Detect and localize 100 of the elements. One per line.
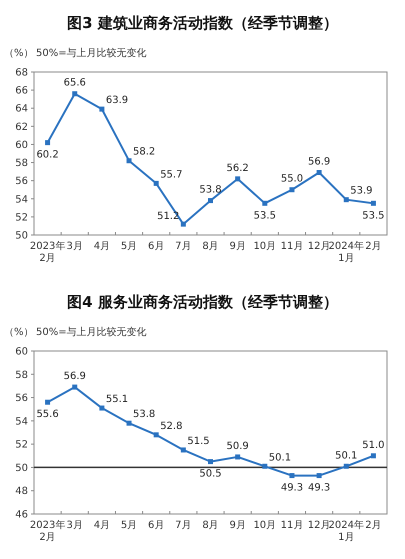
data-label: 51.0 (362, 440, 385, 451)
chart-title: 图4 服务业商务活动指数（经季节调整） (67, 293, 338, 311)
y-tick-label: 58 (15, 370, 28, 381)
x-tick-label: 9月 (229, 520, 246, 531)
y-tick-label: 50 (15, 462, 28, 474)
data-label: 56.9 (64, 371, 86, 382)
y-tick-label: 66 (15, 86, 28, 97)
y-axis-title: （%） (4, 48, 34, 59)
y-tick-label: 50 (15, 230, 28, 242)
x-tick-label: 2024年 1月 (328, 240, 364, 264)
x-tick-label: 3月 (66, 241, 83, 252)
data-label: 58.2 (133, 146, 156, 158)
data-label: 55.7 (160, 169, 182, 180)
point (45, 400, 50, 405)
data-label: 53.5 (362, 210, 385, 222)
x-tick-label: 11月 (280, 241, 304, 252)
data-label: 51.2 (157, 211, 180, 222)
point (126, 420, 132, 426)
y-tick-label: 62 (15, 122, 28, 133)
y-tick-label: 56 (15, 176, 28, 188)
data-label: 55.6 (36, 409, 59, 420)
data-label: 55.1 (106, 394, 128, 406)
data-label: 50.5 (199, 468, 222, 480)
point (180, 447, 186, 452)
data-label: 49.3 (308, 482, 330, 494)
chart-title: 图3 建筑业商务活动指数（经季节调整） (67, 14, 338, 32)
point (262, 464, 268, 469)
y-tick-label: 56 (15, 393, 28, 404)
data-label: 52.8 (160, 420, 182, 432)
y-tick-label: 68 (15, 68, 28, 78)
data-label: 56.9 (308, 156, 330, 168)
y-tick-label: 48 (15, 486, 28, 498)
x-tick-label: 8月 (202, 520, 219, 531)
x-tick-label: 10月 (253, 520, 276, 531)
point (208, 459, 213, 464)
data-label: 56.2 (226, 162, 249, 174)
point (154, 180, 159, 186)
point (289, 473, 294, 478)
point (208, 198, 213, 204)
point (370, 453, 376, 458)
y-tick-label: 54 (15, 416, 28, 428)
data-label: 53.9 (350, 186, 373, 197)
x-tick-label: 2024年 1月 (328, 519, 364, 543)
point (370, 200, 376, 206)
x-tick-label: 6月 (148, 520, 164, 531)
y-tick-label: 60 (15, 140, 28, 151)
data-label: 53.5 (254, 210, 276, 222)
point (99, 406, 104, 411)
x-tick-label: 6月 (148, 241, 164, 252)
x-tick-label: 7月 (175, 241, 192, 252)
point (99, 106, 104, 112)
x-tick-label: 2023年 2月 (30, 240, 66, 264)
y-axis-title: （%） (4, 327, 34, 338)
point (344, 464, 349, 469)
point (316, 473, 322, 478)
y-tick-label: 52 (15, 212, 28, 224)
y-tick-label: 64 (15, 104, 28, 115)
data-label: 50.1 (335, 450, 358, 462)
data-label: 50.9 (226, 440, 249, 452)
x-tick-label: 5月 (120, 520, 138, 531)
x-tick-label: 5月 (120, 241, 138, 252)
point (180, 222, 186, 227)
x-tick-label: 12月 (308, 520, 330, 531)
chart-subtitle: 50%=与上月比较无变化 (36, 47, 147, 59)
data-label: 50.1 (268, 452, 292, 464)
data-label: 60.2 (36, 150, 59, 161)
point (262, 200, 268, 206)
data-label: 49.3 (280, 482, 304, 494)
y-tick-label: 52 (15, 440, 28, 451)
x-tick-label: 2023年 2月 (30, 519, 66, 543)
data-label: 53.8 (133, 409, 156, 420)
y-tick-label: 54 (15, 194, 28, 206)
x-tick-label: 12月 (308, 241, 330, 252)
point (289, 187, 294, 192)
point (72, 91, 78, 96)
point (235, 454, 240, 460)
x-tick-label: 2月 (365, 520, 382, 531)
y-tick-label: 46 (15, 510, 28, 520)
x-tick-label: 7月 (175, 520, 192, 531)
x-tick-label: 4月 (94, 241, 110, 252)
y-tick-label: 58 (15, 158, 28, 170)
y-tick-label: 60 (15, 346, 28, 358)
point (316, 170, 322, 176)
data-label: 53.8 (199, 184, 222, 196)
point (235, 176, 240, 182)
data-label: 55.0 (280, 174, 304, 185)
x-tick-label: 3月 (66, 520, 83, 531)
point (154, 432, 159, 438)
point (72, 384, 78, 390)
x-tick-label: 9月 (229, 241, 246, 252)
point (344, 197, 349, 202)
point (45, 140, 50, 146)
chart-subtitle: 50%=与上月比较无变化 (36, 326, 147, 338)
x-tick-label: 10月 (253, 241, 276, 252)
point (126, 158, 132, 164)
data-label: 63.9 (106, 95, 128, 106)
x-tick-label: 4月 (94, 520, 110, 531)
data-label: 51.5 (187, 436, 210, 447)
x-tick-label: 8月 (202, 241, 219, 252)
data-label: 65.6 (64, 78, 86, 89)
